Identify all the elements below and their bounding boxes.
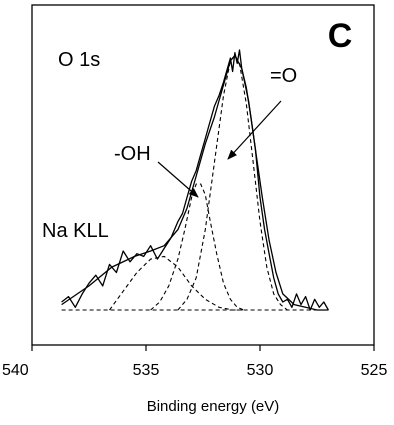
series-layer (61, 49, 329, 311)
plot-frame (31, 4, 375, 346)
spectrum-line-1 (61, 54, 329, 311)
panel-label: C (328, 17, 353, 55)
x-tick-label-535: 535 (133, 362, 160, 379)
arrow-oh (157, 161, 199, 198)
arrow-eq-o (227, 100, 282, 160)
tick-layer: 540 535 530 525 (2, 345, 387, 379)
spectrum-line-0 (61, 49, 329, 311)
fit-curve-3 (150, 183, 245, 311)
annotation-oh: -OH (114, 143, 151, 165)
x-tick-label-540: 540 (2, 362, 29, 379)
annotation-eq-o: =O (270, 65, 297, 87)
annotation-na-kll: Na KLL (42, 220, 109, 242)
fit-curve-4 (177, 54, 288, 311)
x-tick-label-525: 525 (361, 362, 388, 379)
chart-title: O 1s (58, 49, 100, 71)
x-tick-label-530: 530 (247, 362, 274, 379)
x-axis-label: Binding energy (eV) (147, 398, 280, 415)
fit-curve-2 (109, 255, 247, 311)
